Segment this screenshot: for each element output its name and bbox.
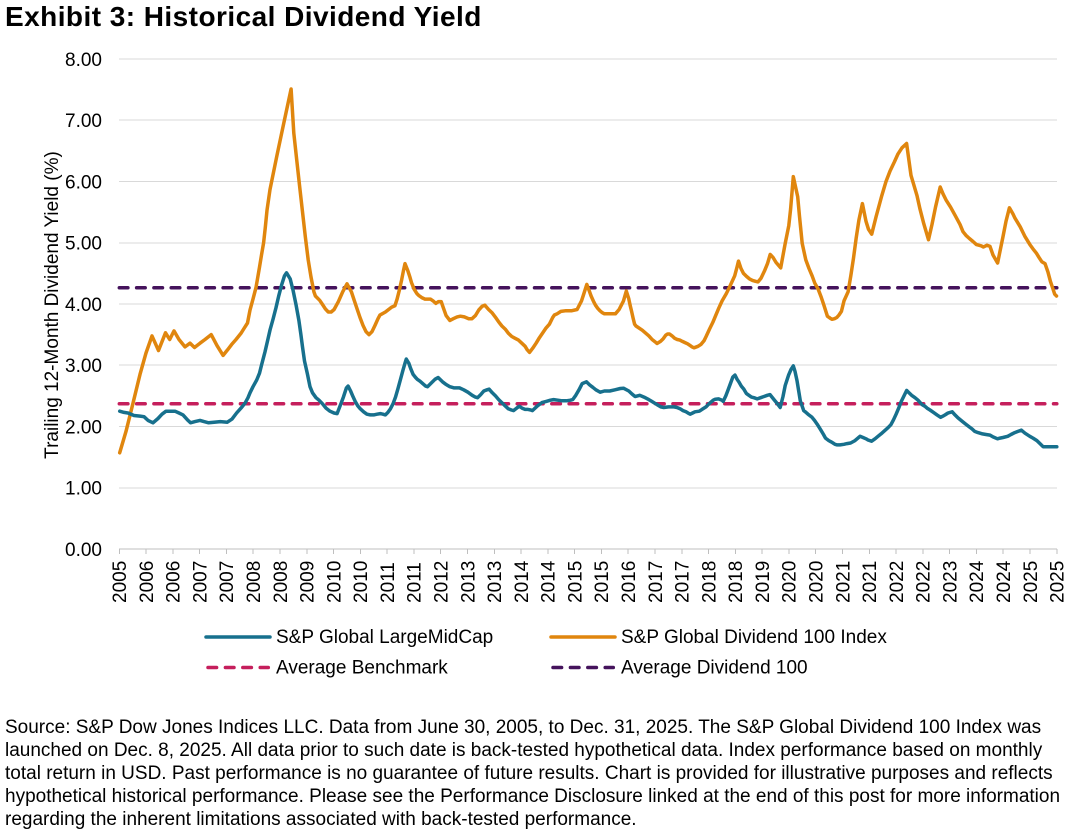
svg-text:2007: 2007 xyxy=(217,561,238,603)
svg-text:2019: 2019 xyxy=(753,561,774,603)
svg-text:2011: 2011 xyxy=(405,562,426,603)
svg-text:6.00: 6.00 xyxy=(65,172,102,193)
svg-text:2022: 2022 xyxy=(914,561,935,603)
svg-text:2006: 2006 xyxy=(137,561,158,603)
svg-text:2020: 2020 xyxy=(780,561,801,603)
svg-text:2023: 2023 xyxy=(941,561,962,603)
svg-text:2007: 2007 xyxy=(191,561,212,603)
svg-text:2025: 2025 xyxy=(1021,561,1042,603)
svg-text:2020: 2020 xyxy=(807,561,828,603)
svg-text:5.00: 5.00 xyxy=(65,234,102,255)
svg-text:2009: 2009 xyxy=(298,561,319,603)
svg-text:2021: 2021 xyxy=(860,561,881,603)
svg-text:2014: 2014 xyxy=(539,560,560,603)
svg-text:2021: 2021 xyxy=(833,561,854,603)
svg-text:2018: 2018 xyxy=(699,561,720,603)
svg-text:Average Benchmark: Average Benchmark xyxy=(276,658,448,679)
svg-text:2016: 2016 xyxy=(619,561,640,603)
svg-text:8.00: 8.00 xyxy=(65,50,102,71)
svg-text:Trailing 12-Month Dividend Yie: Trailing 12-Month Dividend Yield (%) xyxy=(42,151,63,459)
svg-text:2010: 2010 xyxy=(324,561,345,603)
svg-text:2015: 2015 xyxy=(566,561,587,603)
svg-text:2025: 2025 xyxy=(1048,561,1069,603)
svg-text:2015: 2015 xyxy=(592,561,613,603)
svg-text:2008: 2008 xyxy=(271,561,292,603)
svg-text:4.00: 4.00 xyxy=(65,295,102,316)
svg-text:2024: 2024 xyxy=(967,560,988,603)
svg-text:2012: 2012 xyxy=(432,561,453,603)
svg-text:2006: 2006 xyxy=(164,561,185,603)
svg-text:2022: 2022 xyxy=(887,561,908,603)
svg-text:2024: 2024 xyxy=(994,560,1015,603)
svg-text:Average Dividend 100: Average Dividend 100 xyxy=(621,658,808,679)
svg-text:Exhibit 3: Historical Dividend: Exhibit 3: Historical Dividend Yield xyxy=(5,1,482,32)
svg-text:2.00: 2.00 xyxy=(65,417,102,438)
svg-text:2005: 2005 xyxy=(110,561,131,603)
svg-text:3.00: 3.00 xyxy=(65,356,102,377)
svg-text:1.00: 1.00 xyxy=(65,479,102,500)
svg-text:2014: 2014 xyxy=(512,560,533,603)
svg-text:S&P Global LargeMidCap: S&P Global LargeMidCap xyxy=(276,627,493,648)
svg-text:2011: 2011 xyxy=(378,562,399,603)
svg-text:2017: 2017 xyxy=(646,561,667,603)
svg-text:2017: 2017 xyxy=(673,561,694,603)
svg-text:2013: 2013 xyxy=(458,561,479,603)
svg-text:0.00: 0.00 xyxy=(65,540,102,561)
svg-text:2018: 2018 xyxy=(726,561,747,603)
svg-text:7.00: 7.00 xyxy=(65,111,102,132)
svg-text:2013: 2013 xyxy=(485,561,506,603)
svg-text:2010: 2010 xyxy=(351,561,372,603)
svg-text:2008: 2008 xyxy=(244,561,265,603)
svg-text:S&P Global Dividend 100 Index: S&P Global Dividend 100 Index xyxy=(621,627,887,648)
